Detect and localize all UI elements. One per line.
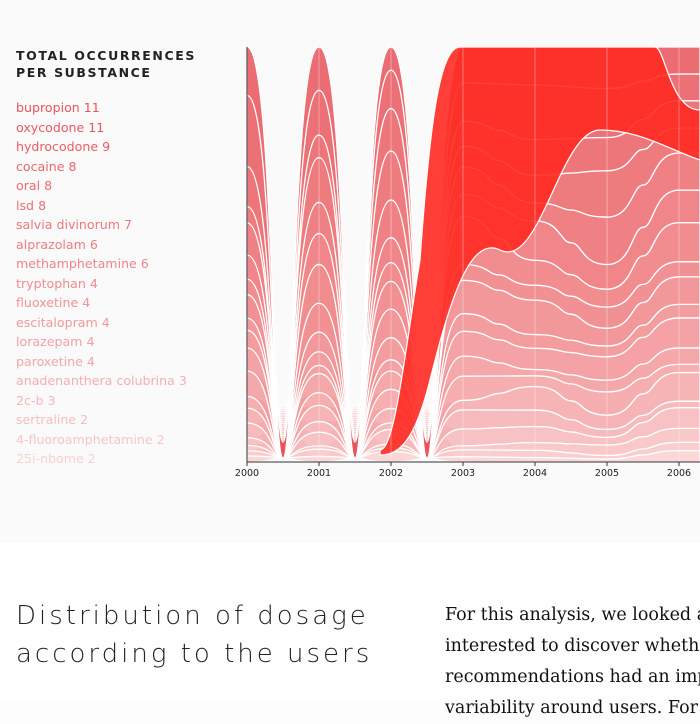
legend-item-name: sertraline — [16, 412, 77, 427]
legend-item-count: 4 — [82, 295, 91, 310]
paragraph-line: interested to discover whether — [445, 636, 700, 656]
legend-item[interactable]: salvia divinorum 7 — [16, 215, 187, 235]
legend-item-name: bupropion — [16, 100, 80, 115]
legend-item-count: 4 — [86, 334, 95, 349]
legend-item-count: 11 — [83, 100, 100, 115]
stream-highlight[interactable] — [379, 47, 700, 456]
paragraph-line: variability around users. For — [445, 698, 698, 718]
legend-item[interactable]: tryptophan 4 — [16, 274, 187, 294]
legend-item[interactable]: 25i-nbome 2 — [16, 449, 187, 469]
legend-item-name: tryptophan — [16, 275, 86, 291]
legend-item[interactable]: alprazolam 6 — [16, 235, 187, 255]
legend-item-count: 7 — [124, 217, 133, 232]
legend-item[interactable]: lsd 8 — [16, 196, 187, 216]
legend-item[interactable]: hydrocodone 9 — [16, 137, 187, 157]
legend-item[interactable]: methamphetamine 6 — [16, 254, 187, 274]
article-paragraph: For this analysis, we looked at interest… — [445, 600, 700, 724]
legend-item-name: oral — [16, 178, 41, 193]
legend-item-name: anadenanthera colubrina — [16, 373, 175, 388]
legend-title: TOTAL OCCURRENCES PER SUBSTANCE — [16, 47, 216, 81]
x-tick-label: 2004 — [523, 468, 547, 479]
legend-item-count: 4 — [101, 314, 110, 330]
legend-item-count: 11 — [88, 119, 105, 135]
legend-item-count: 6 — [140, 256, 149, 271]
legend-item-name: methamphetamine — [16, 256, 137, 271]
legend-item[interactable]: fluoxetine 4 — [16, 293, 187, 313]
legend-item-count: 3 — [47, 392, 56, 408]
legend-title-line-1: TOTAL OCCURRENCES — [16, 48, 196, 63]
legend-item-name: escitalopram — [16, 314, 98, 330]
article-panel — [0, 542, 700, 700]
legend-item[interactable]: oral 8 — [16, 176, 187, 196]
legend-item[interactable]: paroxetine 4 — [16, 352, 187, 372]
substance-legend: bupropion 11 oxycodone 11 hydrocodone 9 cocain… — [16, 98, 187, 469]
legend-item[interactable]: escitalopram 4 — [16, 313, 187, 333]
legend-item[interactable]: 2c-b 3 — [16, 391, 187, 411]
legend-item[interactable]: sertraline 2 — [16, 410, 187, 430]
legend-item-count: 9 — [102, 139, 111, 154]
streamgraph-chart: 2000 2001 2002 2003 2004 2005 2006 — [235, 47, 700, 479]
legend-item-name: lorazepam — [16, 334, 83, 349]
x-tick-label: 2001 — [307, 468, 331, 479]
legend-item-name: 25i-nbome — [16, 451, 84, 466]
legend-item-name: 2c-b — [16, 392, 44, 408]
legend-item-name: oxycodone — [16, 119, 85, 135]
legend-item[interactable]: lorazepam 4 — [16, 332, 187, 352]
legend-item[interactable]: bupropion 11 — [16, 98, 187, 118]
legend-item-count: 4 — [89, 275, 98, 291]
legend-item-count: 2 — [80, 412, 89, 427]
legend-item-count: 4 — [86, 353, 95, 369]
paragraph-line: For this analysis, we looked at — [445, 605, 700, 625]
legend-item-count: 8 — [68, 158, 77, 174]
legend-item[interactable]: anadenanthera colubrina 3 — [16, 371, 187, 391]
legend-item-count: 8 — [38, 197, 47, 213]
x-tick-label: 2003 — [451, 468, 475, 479]
legend-item-name: paroxetine — [16, 353, 83, 369]
legend-item-count: 3 — [178, 373, 187, 388]
legend-item-name: hydrocodone — [16, 139, 99, 154]
legend-item-name: salvia divinorum — [16, 217, 121, 232]
x-tick-label: 2002 — [379, 468, 403, 479]
stream-bupropion[interactable] — [247, 47, 700, 459]
paragraph-line: recommendations had an imp — [445, 667, 700, 687]
legend-item-name: lsd — [16, 197, 35, 213]
x-tick-label: 2000 — [235, 468, 259, 479]
legend-title-line-2: PER SUBSTANCE — [16, 65, 152, 80]
legend-item-count: 2 — [87, 451, 96, 466]
section-heading: Distribution of dosage according to the … — [16, 601, 373, 669]
x-tick-label: 2006 — [667, 468, 691, 479]
legend-item[interactable]: 4-fluoroamphetamine 2 — [16, 430, 187, 450]
legend-item-name: alprazolam — [16, 236, 86, 252]
x-tick-label: 2005 — [595, 468, 619, 479]
legend-item-count: 8 — [44, 178, 53, 193]
legend-item-name: fluoxetine — [16, 295, 79, 310]
legend-item[interactable]: oxycodone 11 — [16, 118, 187, 138]
legend-item-count: 6 — [89, 236, 98, 252]
legend-item-name: 4-fluoroamphetamine — [16, 431, 153, 447]
legend-item-count: 2 — [156, 431, 165, 447]
legend-item[interactable]: cocaine 8 — [16, 157, 187, 177]
legend-item-name: cocaine — [16, 158, 65, 174]
